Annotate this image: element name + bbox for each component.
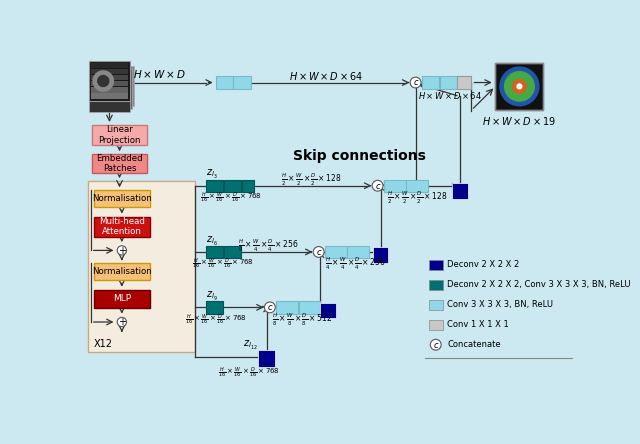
Bar: [429, 320, 443, 330]
Bar: [406, 179, 428, 192]
Bar: [206, 246, 223, 258]
Bar: [94, 190, 150, 207]
Text: Conv 3 X 3 X 3, BN, ReLU: Conv 3 X 3 X 3, BN, ReLU: [447, 300, 554, 309]
Bar: [90, 72, 129, 112]
Circle shape: [372, 180, 383, 191]
Bar: [452, 183, 467, 199]
Circle shape: [117, 246, 127, 255]
Text: $\frac{H}{16} \times \frac{W}{16} \times \frac{D}{16} \times 768$: $\frac{H}{16} \times \frac{W}{16} \times…: [184, 313, 246, 327]
Text: Normalisation: Normalisation: [92, 267, 152, 277]
Text: $\frac{H}{16} \times \frac{W}{16} \times \frac{D}{16} \times 768$: $\frac{H}{16} \times \frac{W}{16} \times…: [193, 257, 254, 271]
Text: $\frac{H}{4} \times \frac{W}{4} \times \frac{D}{4} \times 256$: $\frac{H}{4} \times \frac{W}{4} \times \…: [325, 256, 385, 272]
Bar: [298, 301, 320, 313]
Circle shape: [499, 66, 540, 107]
Bar: [495, 63, 543, 110]
Circle shape: [410, 77, 421, 88]
Bar: [206, 301, 223, 313]
Text: $\frac{H}{8} \times \frac{W}{8} \times \frac{D}{8} \times 512$: $\frac{H}{8} \times \frac{W}{8} \times \…: [273, 312, 332, 328]
Bar: [458, 76, 472, 90]
Bar: [91, 87, 128, 92]
Bar: [429, 260, 443, 270]
Text: $H \times W \times D \times 64$: $H \times W \times D \times 64$: [419, 90, 483, 101]
Bar: [92, 154, 147, 173]
Text: Skip connections: Skip connections: [292, 149, 426, 163]
Bar: [440, 76, 457, 90]
Text: X12: X12: [94, 339, 113, 349]
Bar: [259, 350, 275, 367]
Bar: [216, 76, 233, 90]
Bar: [91, 93, 128, 99]
Circle shape: [92, 70, 114, 92]
Bar: [92, 125, 147, 145]
Bar: [91, 81, 128, 87]
Bar: [234, 76, 250, 90]
Text: $H \times W \times D$: $H \times W \times D$: [132, 68, 186, 80]
Bar: [94, 66, 134, 106]
Bar: [90, 61, 129, 101]
Bar: [429, 300, 443, 310]
Bar: [320, 303, 336, 318]
Bar: [224, 246, 241, 258]
Bar: [348, 246, 369, 258]
Circle shape: [516, 83, 522, 90]
Text: $\frac{H}{2} \times \frac{W}{2} \times \frac{D}{2} \times 128$: $\frac{H}{2} \times \frac{W}{2} \times \…: [281, 171, 341, 188]
Circle shape: [511, 79, 527, 94]
Circle shape: [97, 75, 109, 87]
Text: $z_{l_{12}}$: $z_{l_{12}}$: [243, 339, 257, 352]
Bar: [224, 179, 241, 192]
Bar: [373, 247, 388, 263]
Circle shape: [504, 71, 535, 102]
Bar: [325, 246, 347, 258]
Text: c: c: [413, 79, 418, 87]
Bar: [422, 76, 439, 90]
Text: Normalisation: Normalisation: [92, 194, 152, 203]
Circle shape: [264, 302, 275, 313]
Circle shape: [313, 246, 324, 258]
Circle shape: [117, 317, 127, 327]
Bar: [94, 289, 150, 308]
Text: $z_{l_6}$: $z_{l_6}$: [206, 234, 218, 248]
Text: c: c: [268, 303, 272, 312]
Bar: [94, 217, 150, 237]
Bar: [91, 69, 128, 74]
Bar: [242, 179, 254, 192]
Text: MLP: MLP: [113, 294, 131, 303]
Bar: [92, 69, 132, 109]
Text: Concatenate: Concatenate: [447, 340, 501, 349]
Bar: [94, 263, 150, 281]
Text: Deconv 2 X 2 X 2, Conv 3 X 3 X 3, BN, ReLU: Deconv 2 X 2 X 2, Conv 3 X 3 X 3, BN, Re…: [447, 280, 631, 289]
Text: c: c: [375, 182, 380, 190]
Text: Conv 1 X 1 X 1: Conv 1 X 1 X 1: [447, 320, 509, 329]
Text: $z_{l_9}$: $z_{l_9}$: [206, 290, 218, 303]
Bar: [206, 179, 223, 192]
Bar: [91, 63, 128, 68]
Text: $\frac{H}{16} \times \frac{W}{16} \times \frac{D}{16} \times 768$: $\frac{H}{16} \times \frac{W}{16} \times…: [200, 191, 262, 205]
Text: $H \times W \times D \times 19$: $H \times W \times D \times 19$: [483, 115, 556, 127]
Text: Embedded
Patches: Embedded Patches: [96, 154, 143, 173]
Bar: [88, 181, 195, 352]
Text: c: c: [433, 341, 438, 349]
Text: Deconv 2 X 2 X 2: Deconv 2 X 2 X 2: [447, 260, 520, 269]
Text: +: +: [118, 246, 126, 256]
Text: c: c: [316, 248, 321, 257]
Text: Multi-head
Attention: Multi-head Attention: [99, 217, 145, 236]
Bar: [429, 280, 443, 289]
Text: $z_{l_3}$: $z_{l_3}$: [206, 168, 218, 182]
Text: $\frac{H}{2} \times \frac{W}{2} \times \frac{D}{2} \times 128$: $\frac{H}{2} \times \frac{W}{2} \times \…: [387, 190, 447, 206]
Text: +: +: [118, 317, 126, 327]
Bar: [91, 75, 128, 80]
Circle shape: [430, 339, 441, 350]
Text: $\frac{H}{4} \times \frac{W}{4} \times \frac{D}{4} \times 256$: $\frac{H}{4} \times \frac{W}{4} \times \…: [238, 238, 298, 254]
Text: Linear
Projection: Linear Projection: [99, 125, 141, 145]
Text: $H \times W \times D \times 64$: $H \times W \times D \times 64$: [289, 71, 364, 83]
Bar: [495, 63, 543, 110]
Bar: [276, 301, 298, 313]
Text: $\frac{H}{16} \times \frac{W}{16} \times \frac{D}{16} \times 768$: $\frac{H}{16} \times \frac{W}{16} \times…: [218, 366, 280, 380]
Bar: [384, 179, 406, 192]
